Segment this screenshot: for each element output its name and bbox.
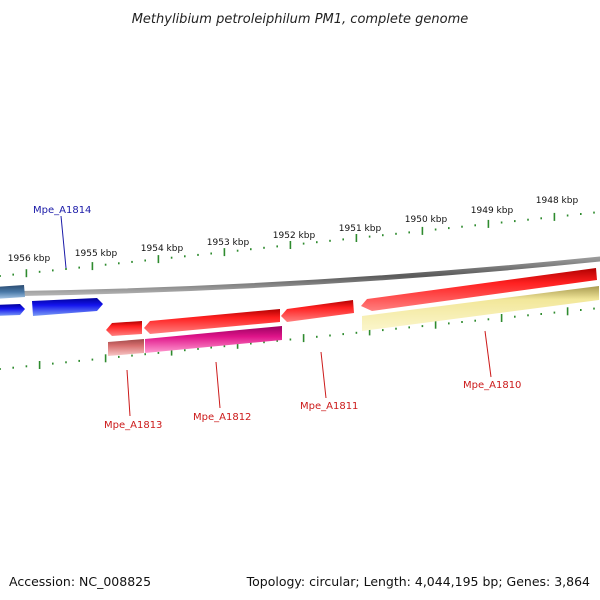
- map-title: Methylibium petroleiphilum PM1, complete…: [132, 12, 469, 27]
- gene-mpe-a1813[interactable]: [108, 339, 144, 356]
- callout-line-mpe-a1811: [320, 351, 327, 399]
- scale-label-1952: 1952 kbp: [273, 231, 316, 241]
- gene-red-small[interactable]: [106, 321, 142, 336]
- inner-scale-ticks: [0, 307, 595, 370]
- outer-scale-ticks: [0, 211, 595, 278]
- gene-mpe-a1812[interactable]: [145, 326, 282, 353]
- gene-blue-left[interactable]: [0, 304, 25, 316]
- genome-summary-text: Topology: circular; Length: 4,044,195 bp…: [246, 574, 590, 589]
- scale-label-1951: 1951 kbp: [339, 224, 382, 234]
- callout-line-mpe-a1810: [484, 330, 492, 378]
- callout-line-mpe-a1813: [126, 369, 131, 417]
- scale-labels: 1948 kbp 1949 kbp 1950 kbp 1951 kbp 1952…: [8, 196, 579, 264]
- gene-steel-forward[interactable]: [0, 285, 25, 299]
- callout-line-mpe-a1814: [60, 215, 67, 269]
- gene-callouts: [60, 215, 492, 417]
- gene-label-mpe-a1810[interactable]: Mpe_A1810: [463, 380, 521, 391]
- gene-label-mpe-a1813[interactable]: Mpe_A1813: [104, 420, 162, 431]
- gene-mpe-a1814[interactable]: [32, 298, 103, 316]
- gene-label-mpe-a1811[interactable]: Mpe_A1811: [300, 401, 358, 412]
- accession-text: Accession: NC_008825: [9, 574, 151, 589]
- genome-backbone: [0, 256, 600, 297]
- scale-label-1950: 1950 kbp: [405, 215, 448, 225]
- scale-label-1953: 1953 kbp: [207, 238, 250, 248]
- gene-labels: Mpe_A1814 Mpe_A1813 Mpe_A1812 Mpe_A1811 …: [33, 205, 521, 431]
- scale-label-1956: 1956 kbp: [8, 254, 51, 264]
- scale-label-1954: 1954 kbp: [141, 244, 184, 254]
- forward-genes: [0, 268, 597, 316]
- callout-line-mpe-a1812: [215, 361, 221, 409]
- scale-label-1948: 1948 kbp: [536, 196, 579, 206]
- scale-label-1949: 1949 kbp: [471, 206, 514, 216]
- gene-mpe-a1810[interactable]: [362, 286, 599, 331]
- reverse-genes: [106, 286, 599, 356]
- gene-mpe-a1810-forward[interactable]: [361, 268, 597, 311]
- gene-label-mpe-a1812[interactable]: Mpe_A1812: [193, 412, 251, 423]
- gene-mpe-a1812-red[interactable]: [144, 309, 280, 334]
- gene-mpe-a1811[interactable]: [281, 300, 354, 322]
- gene-label-mpe-a1814[interactable]: Mpe_A1814: [33, 205, 91, 216]
- scale-label-1955: 1955 kbp: [75, 249, 118, 259]
